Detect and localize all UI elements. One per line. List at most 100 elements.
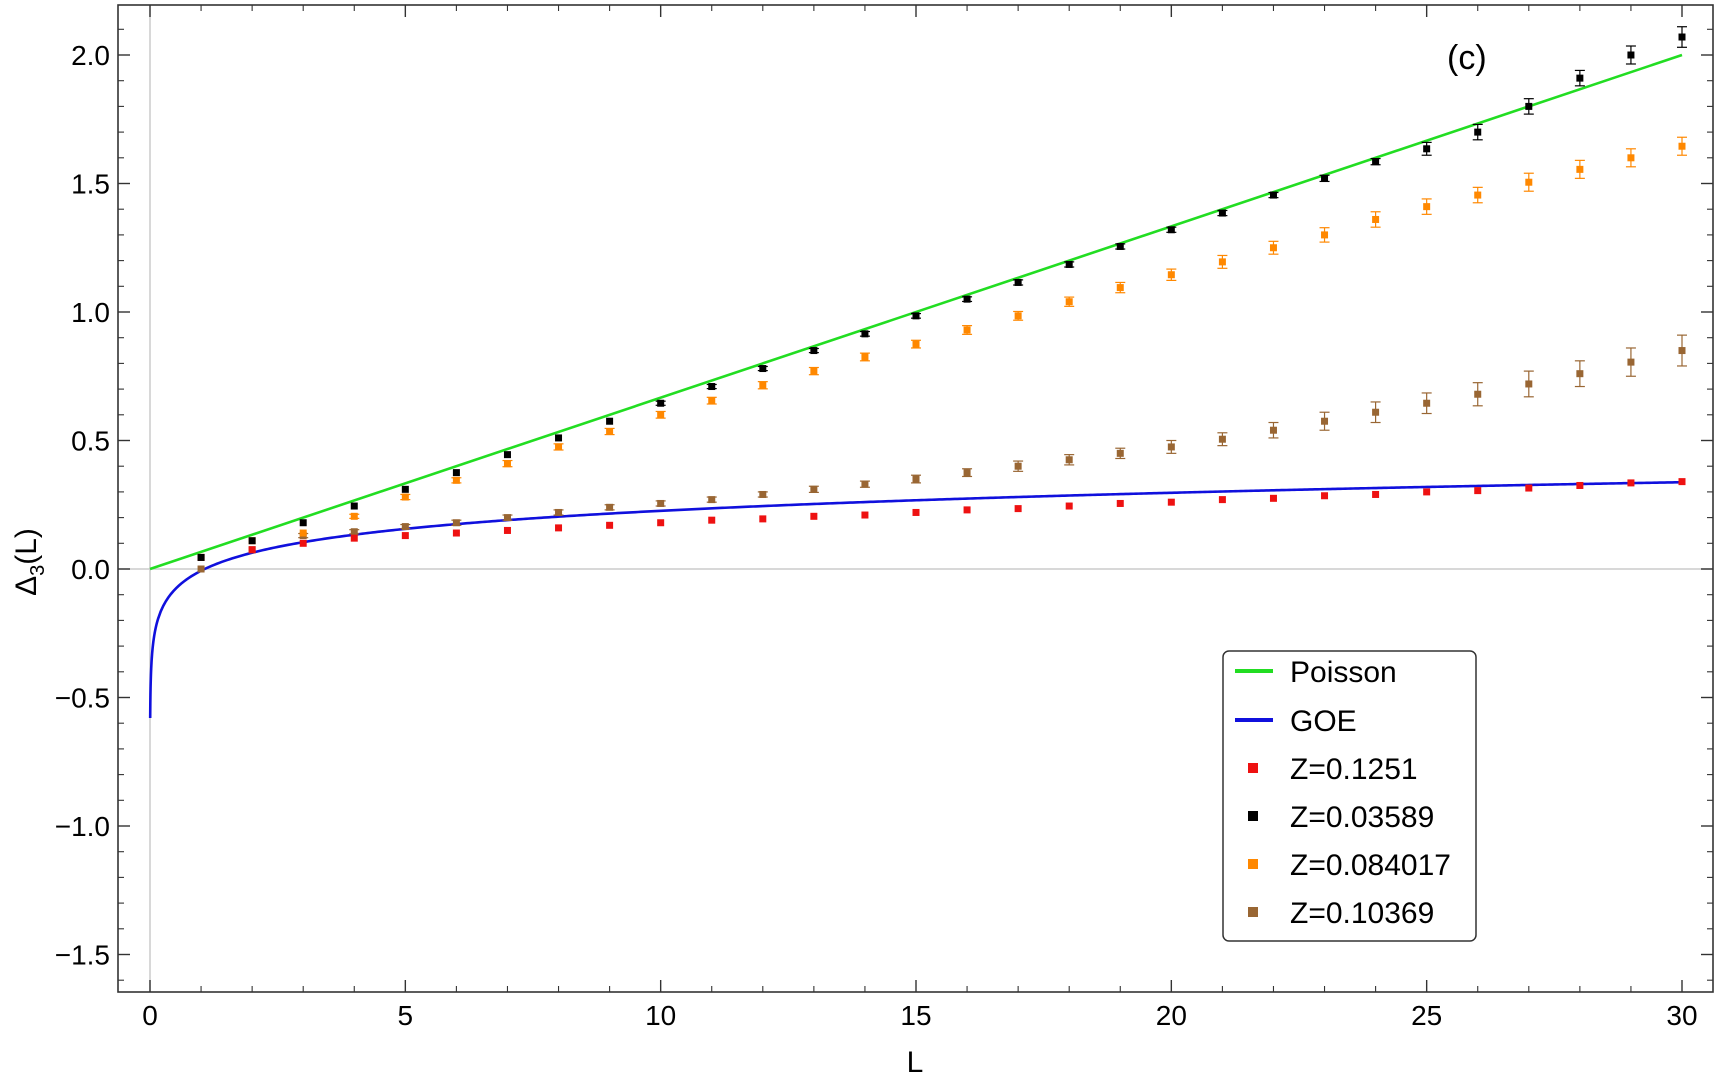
legend-label: Z=0.03589 [1290,801,1434,834]
data-point [350,512,358,520]
x-tick-label: 5 [398,1000,414,1031]
legend-marker-swatch [1248,859,1258,869]
data-point [861,353,869,361]
panel-label: (c) [1447,39,1487,77]
data-point [299,529,307,537]
data-point [1372,408,1380,416]
data-point [1065,502,1073,510]
data-point [248,537,256,545]
legend-marker-swatch [1248,907,1258,917]
data-point [759,381,767,389]
data-point [1525,102,1533,110]
data-point [1116,449,1124,457]
data-point [1627,479,1635,487]
data-point [1014,278,1022,286]
data-point [759,365,767,373]
x-tick-label: 25 [1411,1000,1442,1031]
data-point [759,515,767,523]
data-point [299,519,307,527]
y-tick-label: 1.5 [71,169,110,200]
data-point [1525,380,1533,388]
data-point [1474,191,1482,199]
data-point [1321,492,1329,500]
data-point [810,512,818,520]
data-point [1423,488,1431,496]
data-point [963,326,971,334]
legend-label: Poisson [1290,656,1397,689]
data-point [1167,498,1175,506]
data-point [299,539,307,547]
data-point [1372,490,1380,498]
poisson-curve [149,53,1683,571]
points-layer [197,26,1687,573]
data-point [1423,399,1431,407]
data-point [1627,51,1635,59]
data-point [1678,478,1686,486]
data-point [1218,209,1226,217]
data-point [1167,226,1175,234]
goe-curve [148,480,1680,719]
data-point [1321,231,1329,239]
data-point [350,528,358,536]
data-point [963,506,971,514]
y-tick-label: −1.5 [55,940,110,971]
y-tick-label: 0.0 [71,554,110,585]
data-point [1321,174,1329,182]
data-point [1474,390,1482,398]
data-point [1525,178,1533,186]
data-point [350,502,358,510]
data-point [861,511,869,519]
data-point [1014,505,1022,513]
data-point [1269,244,1277,252]
data-point [452,529,460,537]
data-point [861,330,869,338]
legend-marker-swatch [1248,763,1258,773]
data-point [555,443,563,451]
data-point [810,347,818,355]
data-point [1269,191,1277,199]
data-point [503,514,511,522]
data-point [1576,74,1584,82]
x-tick-label: 20 [1156,1000,1187,1031]
data-point [401,523,409,531]
y-axis-title: Δ3(L) [10,528,49,596]
data-point [1627,358,1635,366]
data-point [1321,417,1329,425]
data-point [555,524,563,532]
data-point [1576,481,1584,489]
data-point [555,434,563,442]
y-axis-title-main: Δ [10,576,43,596]
data-point [503,526,511,534]
data-point [606,417,614,425]
legend-label: Z=0.10369 [1290,897,1434,930]
data-point [452,476,460,484]
data-point [1167,271,1175,279]
data-point [1014,462,1022,470]
y-tick-label: 2.0 [71,40,110,71]
data-point [657,399,665,407]
data-point [197,565,205,573]
data-point [1218,496,1226,504]
data-point [1525,484,1533,492]
data-point [810,367,818,375]
data-point [657,499,665,507]
y-tick-label: 1.0 [71,297,110,328]
data-point [1678,33,1686,41]
data-point [1269,426,1277,434]
data-point [555,508,563,516]
y-tick-label: 0.5 [71,426,110,457]
data-point [1474,128,1482,136]
data-point [657,519,665,527]
data-point [912,340,920,348]
data-point [1116,284,1124,292]
y-axis-title-tail: (L) [10,528,43,565]
data-point [248,546,256,554]
data-point [963,295,971,303]
data-point [1423,145,1431,153]
x-tick-label: 15 [900,1000,931,1031]
data-point [912,508,920,516]
data-point [1065,298,1073,306]
data-point [1474,487,1482,495]
data-point [1372,158,1380,166]
